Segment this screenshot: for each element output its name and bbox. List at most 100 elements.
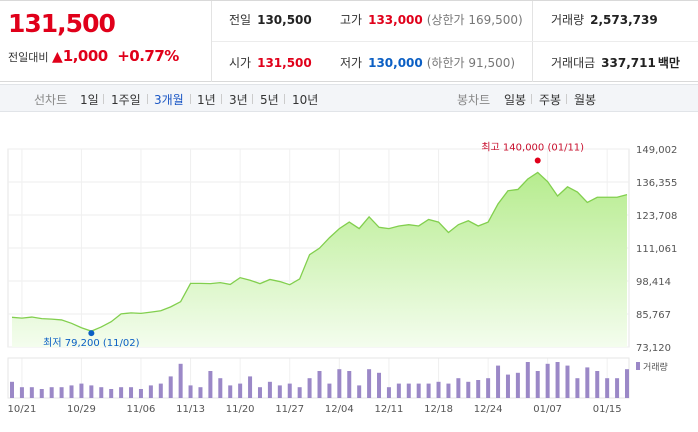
volume-bar [565, 365, 570, 398]
volume-bar [59, 387, 64, 398]
period-1day-button[interactable]: 1일 [80, 93, 99, 107]
volume-bar [446, 383, 451, 398]
y-tick-label: 111,061 [636, 244, 677, 255]
volume-bar [129, 387, 134, 398]
current-price: 131,500 [8, 9, 116, 38]
x-tick-label: 12/11 [375, 404, 404, 415]
volume-bar [347, 371, 352, 398]
period-10year-button[interactable]: 10년 [292, 93, 319, 107]
open-price: 시가 131,500 [229, 56, 312, 70]
volume-bar [456, 378, 461, 398]
volume-bar [168, 376, 173, 398]
x-tick-label: 01/15 [593, 404, 622, 415]
volume-bar [188, 385, 193, 398]
day-high: 고가 133,000 (상한가 169,500) [340, 13, 523, 27]
high-label: 최고 140,000 (01/11) [481, 141, 584, 153]
candle-weekly-button[interactable]: 주봉 [539, 93, 562, 107]
volume-bar [208, 371, 213, 398]
y-tick-label: 73,120 [636, 343, 671, 354]
period-3month-button[interactable]: 3개월 [154, 93, 184, 107]
volume-bar [49, 387, 54, 398]
x-tick-label: 01/07 [533, 404, 562, 415]
volume-bar [138, 389, 143, 398]
volume-bar [238, 383, 243, 398]
y-tick-label: 136,355 [636, 178, 677, 189]
volume-bar [178, 363, 183, 398]
volume-bar [367, 369, 372, 398]
change-label: 전일대비 [8, 51, 49, 64]
line-chart-label: 선차트 [34, 93, 68, 107]
quote-summary: 131,500 전일대비 ▲1,000 +0.77% 전일 130,500 고가 1… [0, 0, 698, 82]
volume: 거래량 2,573,739 [551, 13, 658, 27]
row-divider [212, 41, 698, 42]
volume-bar [327, 383, 332, 398]
volume-bar [505, 374, 510, 398]
volume-bar [148, 385, 153, 398]
price-area [12, 172, 627, 347]
volume-bar [545, 363, 550, 398]
volume-bar [535, 371, 540, 398]
volume-bar [555, 362, 560, 398]
volume-bar [585, 367, 590, 398]
volume-bar [615, 378, 620, 398]
separator [531, 94, 532, 104]
volume-bar [287, 383, 292, 398]
candle-daily-button[interactable]: 일봉 [504, 93, 527, 107]
volume-bar [10, 381, 14, 398]
volume-bar [386, 387, 391, 398]
period-1year-button[interactable]: 1년 [197, 93, 216, 107]
volume-bar [257, 387, 262, 398]
y-tick-label: 85,767 [636, 310, 671, 321]
y-tick-label: 123,708 [636, 211, 677, 222]
separator [103, 94, 104, 104]
volume-bar [466, 381, 471, 398]
period-3year-button[interactable]: 3년 [229, 93, 248, 107]
low-label: 최저 79,200 (11/02) [43, 337, 139, 349]
volume-bar [69, 385, 74, 398]
volume-bar [119, 387, 124, 398]
volume-bar [99, 387, 104, 398]
volume-bar [79, 383, 84, 398]
x-tick-label: 11/06 [127, 404, 156, 415]
change-percent: +0.77% [117, 47, 179, 65]
separator [221, 94, 222, 104]
y-tick-label: 98,414 [636, 277, 671, 288]
separator [284, 94, 285, 104]
volume-bar [377, 372, 382, 398]
volume-bar [19, 387, 24, 398]
period-5year-button[interactable]: 5년 [260, 93, 279, 107]
volume-bar [158, 383, 163, 398]
volume-bar [277, 385, 282, 398]
low-marker [88, 330, 95, 337]
volume-bar [267, 381, 272, 398]
volume-bar [109, 389, 114, 398]
y-tick-label: 149,002 [636, 145, 677, 156]
x-tick-label: 11/13 [176, 404, 205, 415]
volume-bar [436, 381, 441, 398]
volume-legend-label: 거래량 [643, 361, 668, 373]
candle-monthly-button[interactable]: 월봉 [574, 93, 597, 107]
volume-bar [486, 378, 491, 398]
price-chart-svg: 149,002 136,355 123,708 111,061 98,414 85,767… [7, 141, 677, 415]
price-box: 131,500 전일대비 ▲1,000 +0.77% [0, 1, 212, 82]
volume-bar [575, 378, 580, 398]
price-line [11, 171, 628, 332]
separator [147, 94, 148, 104]
volume-bar [605, 378, 610, 398]
change-value: 1,000 [62, 47, 108, 65]
up-arrow-icon: ▲ [51, 49, 63, 65]
volume-bar [625, 369, 629, 398]
x-tick-label: 10/21 [8, 404, 37, 415]
volume-bar [317, 371, 322, 398]
period-1week-button[interactable]: 1주일 [111, 93, 141, 107]
volume-bar [297, 387, 302, 398]
x-tick-label: 12/24 [474, 404, 503, 415]
prev-close: 전일 130,500 [229, 13, 312, 27]
volume-bar [29, 387, 34, 398]
volume-bar [416, 383, 421, 398]
volume-bar [595, 371, 600, 398]
chart-toolbar: 선차트 1일 1주일 3개월 1년 3년 5년 10년 봉차트 일봉 주봉 월봉 [0, 84, 698, 112]
volume-bar [515, 372, 520, 398]
separator [252, 94, 253, 104]
x-tick-label: 10/29 [67, 404, 96, 415]
